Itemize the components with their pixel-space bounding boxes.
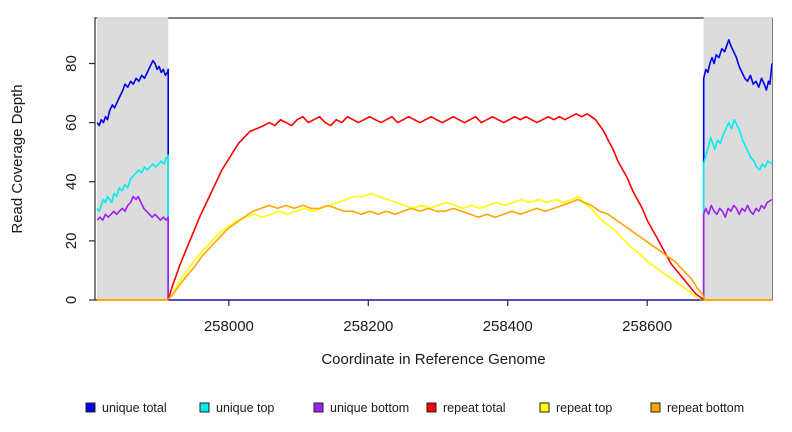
- legend-swatch: [426, 402, 437, 413]
- legend-swatch: [199, 402, 210, 413]
- y-tick-label: 0: [63, 296, 80, 304]
- x-tick-label: 258200: [343, 318, 393, 335]
- y-tick-label: 60: [63, 114, 80, 131]
- shaded-region-0: [97, 17, 169, 300]
- series-line-unique-total: [96, 59, 169, 300]
- x-axis-title: Coordinate in Reference Genome: [321, 351, 545, 368]
- x-tick-label: 258000: [204, 318, 254, 335]
- legend-swatch: [539, 402, 550, 413]
- legend-swatch: [85, 402, 96, 413]
- legend-item-repeat-total: repeat total: [426, 401, 506, 415]
- legend-label: unique bottom: [330, 401, 409, 415]
- series-line-repeat-total: [97, 113, 772, 301]
- y-axis-title: Read Coverage Depth: [9, 84, 26, 233]
- y-tick-label: 40: [63, 173, 80, 190]
- series-line-unique-top: [702, 118, 773, 300]
- series-line-unique-bottom: [96, 195, 169, 300]
- series-line-repeat-bottom: [97, 198, 772, 301]
- legend-label: repeat bottom: [667, 401, 744, 415]
- legend-swatch: [650, 402, 661, 413]
- x-tick-label: 258600: [622, 318, 672, 335]
- legend-label: unique top: [216, 401, 274, 415]
- series-line-unique-top: [96, 154, 169, 300]
- legend-label: unique total: [102, 401, 167, 415]
- x-tick-label: 258400: [483, 318, 533, 335]
- series-line-unique-total: [702, 39, 773, 300]
- legend-item-unique-total: unique total: [85, 401, 167, 415]
- legend-item-repeat-top: repeat top: [539, 401, 612, 415]
- shaded-region-1: [703, 17, 772, 300]
- y-tick-label: 80: [63, 55, 80, 72]
- y-tick-label: 20: [63, 233, 80, 250]
- legend-swatch: [313, 402, 324, 413]
- legend-item-unique-top: unique top: [199, 401, 274, 415]
- legend-label: repeat total: [443, 401, 506, 415]
- series-line-unique-bottom: [702, 198, 773, 300]
- legend-label: repeat top: [556, 401, 612, 415]
- legend-item-repeat-bottom: repeat bottom: [650, 401, 744, 415]
- plot-box: [94, 17, 773, 301]
- legend-item-unique-bottom: unique bottom: [313, 401, 409, 415]
